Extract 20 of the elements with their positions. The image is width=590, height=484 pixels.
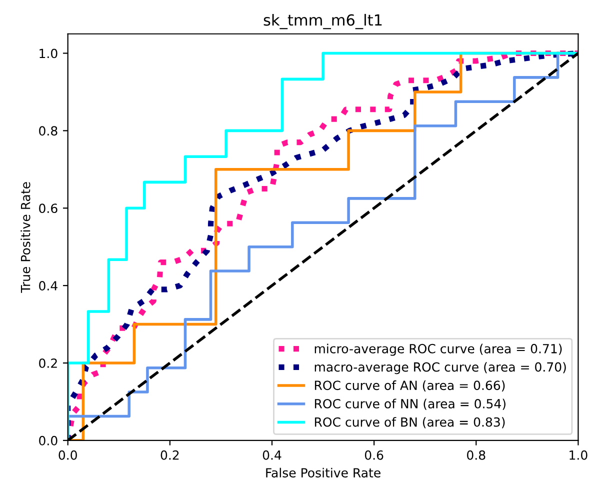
x-axis-title: False Positive Rate: [266, 468, 380, 478]
y-tick-label: 0.8: [39, 126, 58, 136]
chart-title: sk_tmm_m6_lt1: [264, 14, 382, 30]
y-tick-label: 0.6: [39, 204, 58, 214]
legend-label: ROC curve of NN (area = 0.54): [314, 398, 506, 410]
legend-label: micro-average ROC curve (area = 0.71): [314, 344, 562, 356]
y-axis-title: True Positive Rate: [20, 182, 30, 293]
x-tick-label: 0.0: [58, 450, 77, 460]
legend-label: ROC curve of BN (area = 0.83): [314, 417, 505, 428]
legend-label: ROC curve of AN (area = 0.66): [314, 380, 505, 392]
y-tick-label: 0.0: [39, 436, 58, 446]
x-tick-label: 0.2: [160, 450, 179, 460]
y-tick-label: 1.0: [40, 48, 58, 58]
y-tick-label: 0.2: [39, 358, 57, 368]
legend-label: macro-average ROC curve (area = 0.70): [314, 362, 566, 374]
x-tick-label: 0.8: [467, 450, 486, 460]
x-tick-label: 0.4: [262, 450, 282, 460]
x-tick-label: 0.6: [364, 450, 384, 460]
y-tick-label: 0.4: [39, 281, 58, 290]
x-tick-label: 1.0: [570, 450, 588, 460]
